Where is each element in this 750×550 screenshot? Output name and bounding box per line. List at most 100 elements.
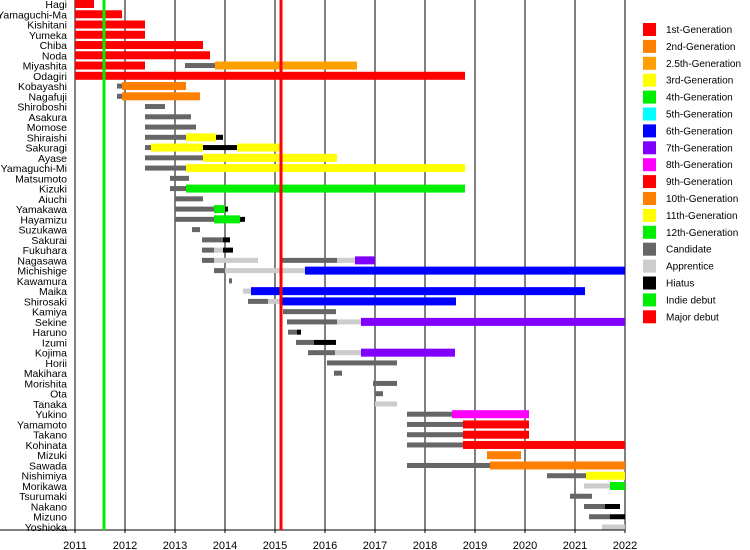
row-label: Yamamoto — [17, 419, 67, 431]
legend-label: 4th-Generation — [666, 93, 733, 104]
legend-label: Candidate — [666, 245, 712, 256]
row-label: Kamiya — [32, 307, 67, 319]
bar-gen3 — [237, 143, 280, 152]
row-label: Yukino — [35, 409, 67, 421]
legend-swatch-gen12 — [643, 225, 656, 239]
legend-swatch-gen2 — [643, 39, 656, 53]
row-label: Momose — [27, 122, 67, 134]
row-label: Nagafuji — [28, 91, 67, 103]
bar-gen9 — [463, 420, 529, 429]
row-label: Sakurai — [31, 235, 67, 247]
bar-cand — [327, 360, 397, 366]
row-label: Michishige — [17, 266, 67, 278]
row-label: Sakuragi — [26, 143, 67, 155]
row-label: Sawada — [29, 460, 67, 472]
x-tick-label: 2016 — [313, 540, 337, 550]
bar-appr — [602, 524, 625, 530]
row-label: Yamaguchi-Mi — [1, 163, 67, 175]
bar-appr — [375, 401, 397, 407]
row-label: Mizuki — [37, 450, 67, 462]
row-label: Noda — [42, 50, 67, 62]
bar-cand — [373, 380, 397, 386]
row-label: Kishitani — [27, 20, 67, 32]
bar-gen25 — [215, 61, 357, 70]
row-label: Kohinata — [26, 440, 68, 452]
bar-cand — [584, 503, 605, 509]
legend-swatch-major — [643, 310, 656, 324]
row-label: Takano — [33, 430, 67, 442]
row-label: Shirosaki — [24, 296, 67, 308]
bar-hiatus — [203, 145, 237, 151]
bar-cand — [334, 370, 342, 376]
bar-appr — [337, 257, 355, 263]
bar-gen7 — [355, 256, 375, 265]
legend-swatch-gen11 — [643, 208, 656, 222]
x-tick-label: 2017 — [363, 540, 387, 550]
bar-gen3 — [203, 153, 337, 162]
legend-label: 7th-Generation — [666, 143, 733, 154]
row-label: Suzukawa — [19, 225, 68, 237]
bar-hiatus — [314, 339, 336, 345]
row-label: Morikawa — [22, 481, 67, 493]
bar-appr — [268, 298, 282, 304]
row-label: Makihara — [24, 368, 67, 380]
x-tick-label: 2020 — [513, 540, 537, 550]
row-label: Yamakawa — [16, 204, 67, 216]
row-label: Izumi — [42, 337, 67, 349]
bar-gen4 — [214, 205, 225, 214]
legend-label: 12th-Generation — [666, 228, 738, 239]
bar-cand — [283, 309, 336, 315]
bar-gen4 — [214, 215, 240, 224]
bar-cand — [145, 134, 186, 140]
bar-gen2 — [122, 82, 186, 91]
row-label: Mizuno — [33, 512, 67, 524]
bar-hiatus — [240, 216, 245, 222]
row-label: Maika — [39, 286, 67, 298]
row-label: Ayase — [38, 153, 67, 165]
bar-gen3 — [186, 133, 216, 142]
bar-cand — [175, 216, 214, 222]
legend-label: 1st-Generation — [666, 25, 732, 36]
bar-gen1 — [75, 51, 210, 60]
x-tick-label: 2021 — [563, 540, 587, 550]
bar-cand — [170, 186, 186, 192]
bar-cand — [407, 421, 463, 427]
bar-gen11 — [586, 471, 625, 480]
bar-cand — [170, 175, 189, 181]
row-label: Chiba — [40, 40, 68, 52]
bar-cand — [145, 155, 203, 161]
row-label: Nakano — [31, 501, 67, 513]
bar-cand — [192, 227, 200, 233]
row-label: Sekine — [35, 317, 67, 329]
bar-gen3 — [186, 164, 465, 173]
legend-swatch-gen5 — [643, 107, 656, 121]
x-tick-label: 2014 — [213, 540, 237, 550]
bar-gen6 — [251, 287, 585, 296]
bar-cand — [185, 63, 215, 69]
bar-cand — [145, 145, 151, 151]
bar-gen1 — [75, 20, 145, 29]
bar-hiatus — [223, 237, 230, 243]
bar-cand — [407, 442, 463, 448]
bar-hiatus — [216, 134, 223, 140]
legend-swatch-gen1 — [643, 23, 656, 36]
legend-label: 5th-Generation — [666, 110, 733, 121]
bar-gen9 — [463, 430, 529, 439]
bar-cand — [296, 339, 314, 345]
bar-gen1 — [75, 30, 145, 39]
bar-cand — [202, 247, 214, 253]
bar-hiatus — [223, 247, 233, 253]
bar-cand — [145, 124, 196, 130]
bar-cand — [117, 83, 122, 89]
bar-cand — [547, 473, 586, 479]
legend-label: Major debut — [666, 312, 719, 323]
legend-swatch-gen7 — [643, 141, 656, 155]
row-label: Yumeka — [29, 30, 67, 42]
row-label: Yoshioka — [25, 522, 67, 534]
bar-gen7 — [361, 348, 455, 357]
row-label: Kojima — [35, 348, 67, 360]
bar-cand — [248, 298, 268, 304]
bar-gen1 — [75, 71, 465, 80]
legend-swatch-gen4 — [643, 90, 656, 104]
legend-label: Hiatus — [666, 279, 694, 290]
